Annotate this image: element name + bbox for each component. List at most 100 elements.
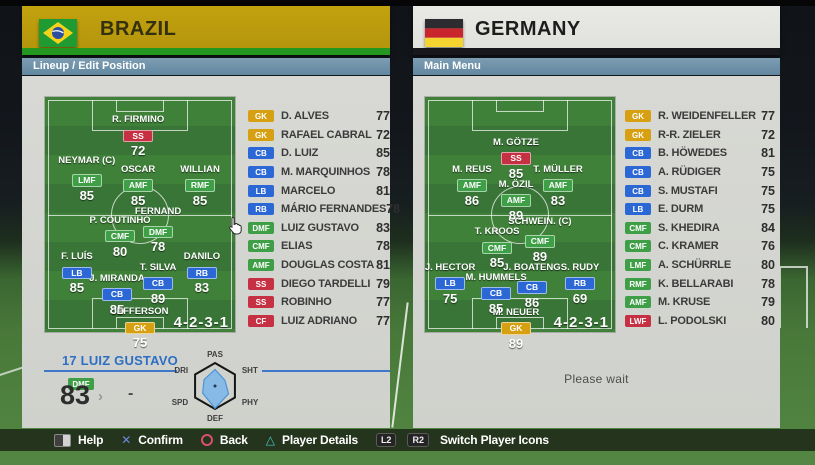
pitch-player[interactable]: S. RUDY RB 69 (532, 261, 628, 306)
pitch-player[interactable]: T. SILVA CB 89 (110, 262, 206, 306)
brazil-flag-icon (39, 19, 77, 47)
pitch-player[interactable]: J. HECTOR LB 75 (402, 262, 498, 306)
player-row[interactable]: SS DIEGO TARDELLI 79 (248, 274, 390, 293)
player-row[interactable]: CMF C. KRAMER 76 (625, 237, 775, 256)
pitch-player[interactable]: OSCAR AMF 85 (90, 164, 186, 208)
player-rating: 85 (79, 188, 95, 204)
pitch-player[interactable]: JEFFERSON GK 75 (92, 306, 188, 351)
player-name: C. KRAMER (658, 240, 719, 253)
player-row[interactable]: GK R-R. ZIELER 72 (625, 126, 775, 145)
player-rating: 81 (376, 258, 390, 273)
player-row[interactable]: SS ROBINHO 77 (248, 293, 390, 312)
control-label: Player Details (282, 433, 358, 447)
control-label: Confirm (138, 433, 183, 447)
control-player-details[interactable]: △ Player Details (266, 433, 358, 447)
control-switch-player-icons[interactable]: L2 R2 Switch Player Icons (375, 433, 549, 447)
player-name: R-R. ZIELER (658, 128, 721, 141)
pitch-player[interactable]: FERNAND DMF 78 (110, 206, 206, 254)
circle-button-icon (200, 434, 213, 446)
pitch-player[interactable]: M. GÖTZE SS 85 (468, 137, 564, 181)
player-row[interactable]: CB M. MARQUINHOS 78 (248, 163, 390, 182)
pitch-player[interactable]: M. ÖZIL AMF 89 (468, 179, 564, 223)
player-rating: 76 (761, 239, 775, 254)
player-name: NEYMAR (C) (58, 154, 116, 166)
player-name: T. KROOS (474, 226, 520, 238)
team-header-germany: GERMANY (413, 6, 780, 55)
player-name: D. LUIZ (281, 147, 319, 160)
pitch-player[interactable]: DANILO RB 83 (154, 251, 250, 295)
control-help[interactable]: Help (54, 433, 103, 447)
pitch-player[interactable]: NEYMAR (C) LMF 85 (39, 154, 135, 204)
player-name: WILLIAN (180, 163, 220, 175)
position-badge: CB (516, 281, 547, 294)
pitch-player[interactable]: M. NEUER GK 89 (468, 307, 564, 351)
player-row[interactable]: RB MÁRIO FERNANDES 78 (248, 200, 400, 219)
player-rating: 89 (150, 290, 166, 306)
header-stripe (413, 48, 780, 55)
pitch-player[interactable]: J. MIRANDA CB 85 (69, 273, 165, 317)
player-row[interactable]: CB S. MUSTAFI 75 (625, 181, 775, 200)
player-rating: 85 (69, 280, 85, 296)
pitch-player[interactable]: T. KROOS CMF 85 (449, 226, 545, 270)
player-row[interactable]: LB E. DURM 75 (625, 200, 775, 219)
pitch-touchline (391, 302, 409, 428)
pitch-player[interactable]: M. REUS AMF 86 (424, 164, 520, 208)
selected-underline (44, 370, 177, 372)
player-name: ELIAS (281, 240, 313, 253)
player-row[interactable]: LB MARCELO 81 (248, 181, 390, 200)
player-name: R. WEIDENFELLER (658, 110, 756, 123)
selected-rating: 83 (60, 380, 91, 410)
player-row[interactable]: GK R. WEIDENFELLER 77 (625, 107, 775, 126)
status-message: Please wait (564, 372, 629, 386)
pitch-player[interactable]: T. MÜLLER AMF 83 (510, 164, 606, 208)
player-rating: 75 (132, 335, 148, 351)
player-rating: 81 (761, 146, 775, 161)
player-row[interactable]: CMF ELIAS 78 (248, 237, 390, 256)
goal-box (116, 317, 164, 329)
player-row[interactable]: LWF L. PODOLSKI 80 (625, 312, 775, 331)
player-row[interactable]: CMF S. KHEDIRA 84 (625, 219, 775, 238)
player-rating: 85 (192, 192, 208, 208)
player-row[interactable]: AMF M. KRUSE 79 (625, 293, 775, 312)
control-back[interactable]: Back (200, 433, 248, 447)
germany-flag-icon (425, 19, 463, 47)
position-badge: CB (248, 166, 274, 179)
player-name: FERNAND (134, 206, 182, 218)
position-badge: RB (186, 266, 217, 279)
player-row[interactable]: CB B. HÖWEDES 81 (625, 144, 775, 163)
position-badge: RMF (625, 277, 651, 290)
player-row[interactable]: GK RAFAEL CABRAL 72 (248, 126, 390, 145)
player-rating: 75 (761, 183, 775, 198)
position-badge: AMF (501, 194, 531, 207)
position-badge: CB (625, 166, 651, 179)
player-row[interactable]: LMF A. SCHÜRRLE 80 (625, 256, 775, 275)
pitch-player[interactable]: F. LUÍS LB 85 (29, 251, 125, 296)
player-row[interactable]: CF LUIZ ADRIANO 77 (248, 312, 390, 331)
position-badge: LB (435, 277, 466, 290)
pitch-player[interactable]: SCHWEIN. (C) CMF 89 (492, 216, 588, 264)
pitch-player[interactable]: WILLIAN RMF 85 (152, 163, 248, 208)
player-row[interactable]: CB A. RÜDIGER 75 (625, 163, 775, 182)
pitch-player[interactable]: J. BOATENG CB 86 (484, 262, 580, 310)
pitch-player[interactable]: M. HUMMELS CB 85 (448, 272, 544, 316)
player-row[interactable]: DMF LUIZ GUSTAVO 83 (248, 219, 390, 238)
svg-text:PHY: PHY (242, 398, 259, 407)
mode-title-right: Main Menu (413, 58, 780, 75)
player-name: DOUGLAS COSTA (281, 259, 375, 272)
letterbox-bar (0, 0, 815, 6)
player-name: LUIZ ADRIANO (281, 314, 358, 327)
player-name: S. RUDY (560, 261, 600, 273)
player-row[interactable]: AMF DOUGLAS COSTA 81 (248, 256, 390, 275)
player-row[interactable]: CB D. LUIZ 85 (248, 144, 390, 163)
player-name: M. MARQUINHOS (281, 166, 371, 179)
pitch-player[interactable]: P. COUTINHO CMF 80 (72, 215, 168, 259)
pitch-player[interactable]: R. FIRMINO SS 72 (90, 114, 186, 158)
position-badge: AMF (543, 179, 573, 192)
player-row[interactable]: RMF K. BELLARABI 78 (625, 274, 775, 293)
position-badge: SS (248, 277, 274, 290)
control-confirm[interactable]: ✕ Confirm (121, 433, 183, 447)
player-rating: 78 (376, 239, 390, 254)
player-row[interactable]: GK D. ALVES 77 (248, 107, 390, 126)
position-badge: LB (625, 203, 651, 216)
player-name: L. PODOLSKI (658, 314, 727, 327)
